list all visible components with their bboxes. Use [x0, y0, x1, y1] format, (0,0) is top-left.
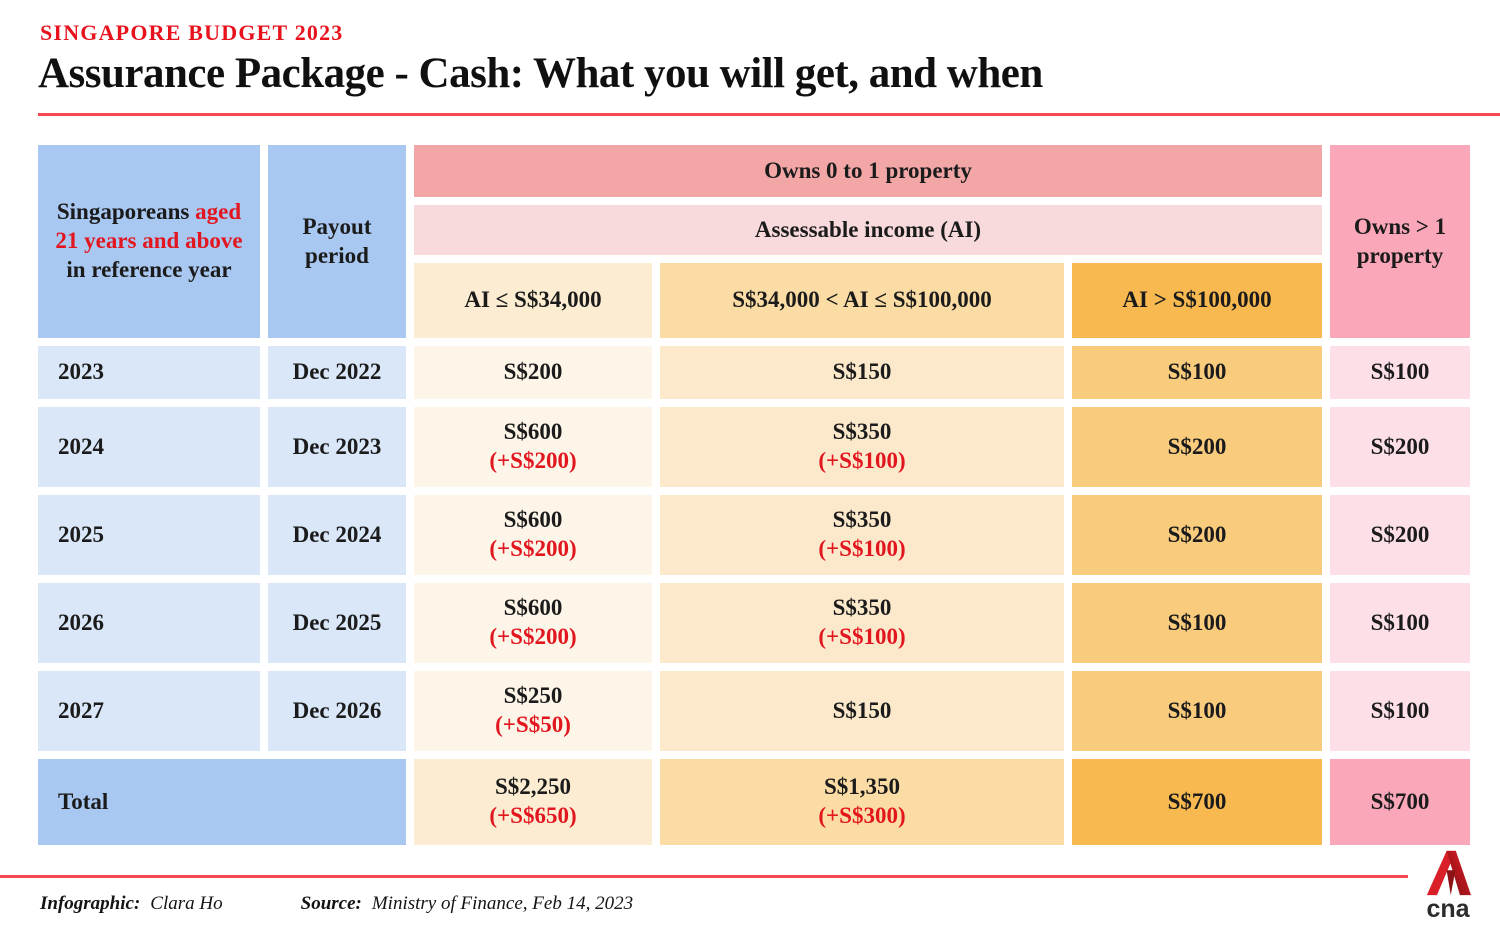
amount: S$100 [1370, 359, 1430, 385]
amount: S$200 [1167, 521, 1227, 547]
year-cell: 2025 [38, 495, 260, 575]
col1-header-part2: aged 21 years and above [55, 199, 243, 254]
amount-topup: (+S$100) [818, 448, 906, 473]
amount: S$100 [1370, 609, 1430, 635]
year-cell: 2023 [38, 346, 260, 399]
amount: S$100 [1370, 697, 1430, 723]
amount-cell-ai-high: S$200 [1072, 495, 1322, 575]
year-cell: 2027 [38, 671, 260, 751]
amount-cell-ai-low: S$200 [414, 346, 652, 399]
amount: S$150 [832, 359, 892, 385]
page-title: Assurance Package - Cash: What you will … [38, 50, 1043, 97]
amount-topup: (+S$200) [489, 448, 577, 473]
amount: S$350 [832, 595, 892, 621]
amount-topup: (+S$100) [818, 536, 906, 561]
amount-topup: (+S$200) [489, 624, 577, 649]
total-cell-ai-low: S$2,250 (+S$650) [414, 759, 652, 845]
column-header-owns-more-than-1-property: Owns > 1 property [1330, 145, 1470, 338]
amount-cell-ai-low: S$250 (+S$50) [414, 671, 652, 751]
amount: S$150 [832, 697, 892, 723]
amount: S$100 [1167, 697, 1227, 723]
section-kicker: SINGAPORE BUDGET 2023 [40, 20, 344, 45]
year-cell: 2026 [38, 583, 260, 663]
amount: S$600 [503, 419, 563, 445]
amount: S$200 [503, 359, 563, 385]
amount: S$350 [832, 507, 892, 533]
infographic-credit-label: Infographic: [40, 893, 141, 914]
cna-logo: cna [1420, 850, 1476, 922]
amount: S$200 [1370, 433, 1430, 459]
amount-cell-ai-high: S$100 [1072, 671, 1322, 751]
credits: Infographic: Clara Ho Source: Ministry of F… [40, 893, 633, 915]
reference-year-header-text: Singaporeans aged 21 years and above in … [48, 198, 250, 285]
source-value: Ministry of Finance, Feb 14, 2023 [371, 893, 634, 914]
group-header-owns-0-to-1-property: Owns 0 to 1 property [414, 145, 1322, 197]
column-header-ai-low: AI ≤ S$34,000 [414, 263, 652, 338]
amount: S$600 [503, 507, 563, 533]
amount-cell-ai-mid: S$350 (+S$100) [660, 583, 1064, 663]
total-label-cell: Total [38, 759, 406, 845]
amount: S$200 [1370, 521, 1430, 547]
amount-cell-ai-mid: S$350 (+S$100) [660, 407, 1064, 487]
total-cell-ai-mid: S$1,350 (+S$300) [660, 759, 1064, 845]
payout-cell: Dec 2026 [268, 671, 406, 751]
payout-cell: Dec 2023 [268, 407, 406, 487]
footer-rule [0, 875, 1408, 878]
column-header-payout-period: Payout period [268, 145, 406, 338]
group-header-assessable-income: Assessable income (AI) [414, 205, 1322, 255]
amount-cell-owns-property: S$200 [1330, 407, 1470, 487]
payout-cell: Dec 2024 [268, 495, 406, 575]
payout-table: Singaporeans aged 21 years and above in … [38, 145, 1470, 845]
total-cell-owns-property: S$700 [1330, 759, 1470, 845]
year-cell: 2024 [38, 407, 260, 487]
amount-cell-owns-property: S$100 [1330, 671, 1470, 751]
amount-topup: (+S$650) [489, 803, 577, 828]
total-cell-ai-high: S$700 [1072, 759, 1322, 845]
amount-cell-ai-low: S$600 (+S$200) [414, 495, 652, 575]
payout-cell: Dec 2025 [268, 583, 406, 663]
amount: S$700 [1370, 788, 1430, 814]
amount: S$700 [1167, 788, 1227, 814]
cna-logo-wordmark: cna [1426, 895, 1470, 923]
amount: S$250 [503, 683, 563, 709]
amount-cell-ai-high: S$100 [1072, 583, 1322, 663]
amount: S$100 [1167, 609, 1227, 635]
amount: S$2,250 [494, 774, 572, 800]
amount-cell-owns-property: S$200 [1330, 495, 1470, 575]
column-header-reference-year: Singaporeans aged 21 years and above in … [38, 145, 260, 338]
amount: S$100 [1167, 359, 1227, 385]
amount-cell-ai-mid: S$150 [660, 671, 1064, 751]
amount-topup: (+S$300) [818, 803, 906, 828]
cna-logo-icon [1426, 850, 1471, 896]
payout-cell: Dec 2022 [268, 346, 406, 399]
source-label: Source: [300, 893, 362, 914]
amount: S$350 [832, 419, 892, 445]
amount-cell-ai-low: S$600 (+S$200) [414, 407, 652, 487]
amount-cell-owns-property: S$100 [1330, 583, 1470, 663]
column-header-ai-mid: S$34,000 < AI ≤ S$100,000 [660, 263, 1064, 338]
amount-topup: (+S$200) [489, 536, 577, 561]
amount: S$600 [503, 595, 563, 621]
amount-cell-ai-low: S$600 (+S$200) [414, 583, 652, 663]
col1-header-part3: in reference year [66, 256, 232, 282]
infographic-credit-value: Clara Ho [150, 893, 223, 914]
col1-header-part1: Singaporeans [56, 199, 190, 225]
amount-cell-ai-mid: S$150 [660, 346, 1064, 399]
title-rule [38, 113, 1500, 116]
amount-topup: (+S$50) [495, 712, 571, 737]
column-header-ai-high: AI > S$100,000 [1072, 263, 1322, 338]
amount-topup: (+S$100) [818, 624, 906, 649]
amount: S$200 [1167, 433, 1227, 459]
amount-cell-ai-high: S$100 [1072, 346, 1322, 399]
amount-cell-ai-high: S$200 [1072, 407, 1322, 487]
amount-cell-owns-property: S$100 [1330, 346, 1470, 399]
amount-cell-ai-mid: S$350 (+S$100) [660, 495, 1064, 575]
amount: S$1,350 [823, 774, 901, 800]
